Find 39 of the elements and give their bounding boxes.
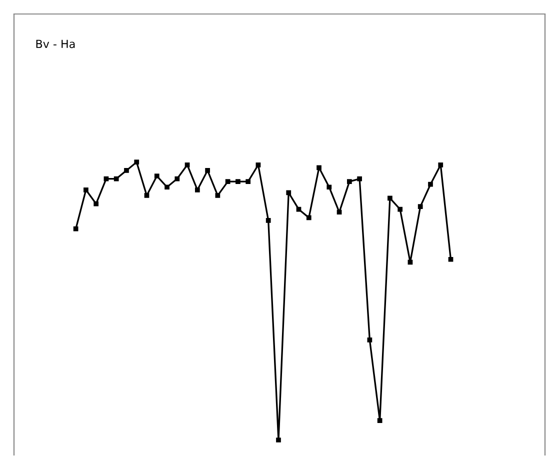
point xyxy=(164,184,170,190)
point xyxy=(94,201,99,206)
point xyxy=(377,418,382,423)
point xyxy=(408,260,413,265)
point xyxy=(215,193,220,198)
point xyxy=(104,176,109,182)
point xyxy=(296,206,302,212)
point xyxy=(194,187,200,192)
point xyxy=(438,162,444,168)
point xyxy=(205,168,210,173)
point xyxy=(73,226,78,232)
point xyxy=(184,162,190,168)
point xyxy=(428,182,433,187)
chart-title: Bv - Ha xyxy=(36,40,75,48)
point xyxy=(286,190,292,196)
point xyxy=(346,179,352,184)
point xyxy=(124,168,129,173)
point xyxy=(134,160,140,165)
point xyxy=(174,176,180,182)
point xyxy=(236,179,240,184)
point xyxy=(316,165,322,170)
point xyxy=(367,338,372,342)
point xyxy=(276,438,281,442)
point xyxy=(357,176,362,182)
point xyxy=(398,206,403,212)
point xyxy=(225,179,230,184)
point xyxy=(448,256,454,262)
point xyxy=(388,196,392,201)
point xyxy=(418,204,423,210)
point xyxy=(336,210,342,215)
point xyxy=(114,176,119,182)
point xyxy=(246,179,251,184)
point xyxy=(144,193,150,198)
point xyxy=(326,184,332,190)
point xyxy=(84,187,88,192)
point xyxy=(266,218,271,223)
point xyxy=(306,215,312,220)
point xyxy=(256,162,261,168)
point xyxy=(154,174,160,178)
